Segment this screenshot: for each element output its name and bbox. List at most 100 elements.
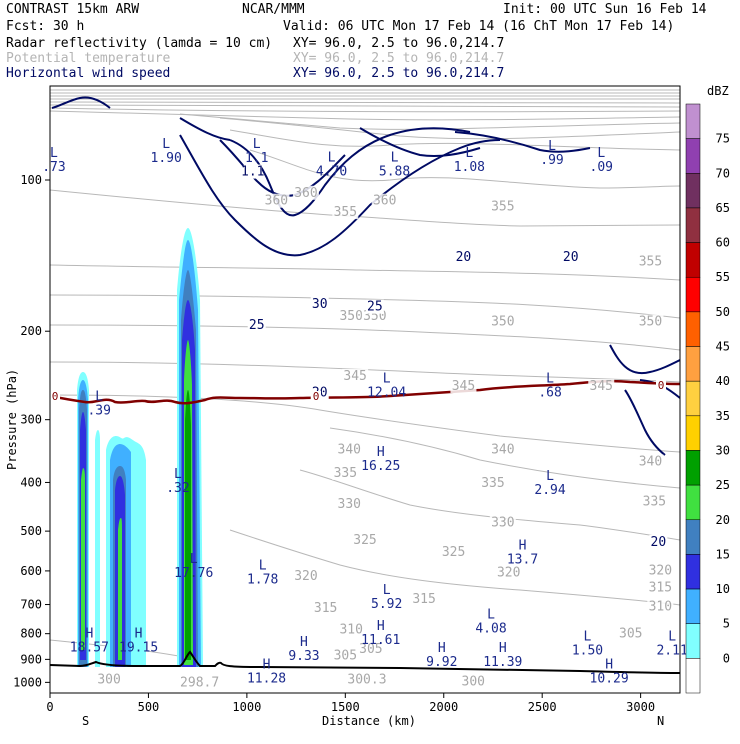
extremum-value: 5.88 xyxy=(379,165,410,180)
extremum-value: .68 xyxy=(538,386,561,401)
theta-label-bg xyxy=(332,648,359,663)
wind-speed-label: 20 xyxy=(563,250,579,265)
theta-label-bg xyxy=(332,465,359,480)
theta-label: 325 xyxy=(442,545,465,560)
colorbar-swatch xyxy=(685,103,701,139)
y-tick-label: 1000 xyxy=(13,675,42,689)
theta-label: 315 xyxy=(649,581,672,596)
theta-label-bg xyxy=(336,442,363,457)
theta-label: 360 xyxy=(265,194,288,209)
colorbar-title: dBZ xyxy=(707,84,729,98)
colorbar-swatch xyxy=(685,588,701,624)
theta-label-bg xyxy=(637,254,664,269)
theta-label: 320 xyxy=(497,565,520,580)
colorbar-label: 30 xyxy=(716,443,730,457)
y-axis: 100 200 300 400 500 600 700 800 900 1000 xyxy=(13,173,50,689)
theta-label: 298.7 xyxy=(180,676,219,691)
end-label-south: S xyxy=(82,714,89,728)
colorbar-swatch xyxy=(685,346,701,382)
colorbar-swatch xyxy=(685,380,701,417)
theta-label: 300.3 xyxy=(347,672,386,687)
x-axis-label: Distance (km) xyxy=(322,714,416,728)
extremum: L5.92 xyxy=(371,583,402,612)
colorbar-swatch xyxy=(685,207,701,243)
theta-label-bg xyxy=(411,591,438,606)
extremum-value: 4.70 xyxy=(316,165,347,180)
extremum: H11.39 xyxy=(483,641,522,670)
y-tick-label: 200 xyxy=(20,324,42,338)
extremum-kind: H xyxy=(300,635,308,650)
colorbar-swatch xyxy=(685,242,701,278)
y-tick-label: 900 xyxy=(20,652,42,666)
extremum: L.09 xyxy=(590,146,613,175)
extremum-kind: L xyxy=(584,629,592,644)
colorbar-label: 70 xyxy=(716,166,730,180)
theta-label: 315 xyxy=(314,601,337,616)
extremum-value: 1.90 xyxy=(151,151,182,166)
theta-label: 355 xyxy=(639,255,662,270)
theta-label-bg xyxy=(617,626,644,641)
extremum: L.39 xyxy=(87,390,110,419)
theta-label: 355 xyxy=(491,199,514,214)
wind-label-bg xyxy=(454,250,473,265)
extremum-value: .32 xyxy=(166,481,189,496)
wind-speed-labels: 1.130252520202020 xyxy=(241,164,668,550)
extremum: H10.29 xyxy=(590,657,629,686)
colorbar-label: 10 xyxy=(716,582,730,596)
header-model-title: CONTRAST 15km ARW xyxy=(6,2,139,17)
theta-label: 305 xyxy=(334,648,357,663)
colorbar-label: 15 xyxy=(716,547,730,561)
header-forecast-hour: Fcst: 30 h xyxy=(6,19,84,34)
field-theta-xy: XY= 96.0, 2.5 to 96.0,214.7 xyxy=(293,51,504,66)
extremum-kind: L xyxy=(253,137,261,152)
extremum-value: 2.11 xyxy=(656,643,687,658)
y-tick-label: 500 xyxy=(20,524,42,538)
extremum-kind: L xyxy=(597,146,605,161)
extremum: L.99 xyxy=(540,139,563,168)
x-tick-label: 2000 xyxy=(429,700,458,714)
colorbar-label: 25 xyxy=(716,478,730,492)
wind-contours xyxy=(51,96,680,456)
colorbar-swatch xyxy=(685,311,701,347)
extremum: L.68 xyxy=(538,372,561,401)
extremum-value: 18.57 xyxy=(70,640,109,655)
field-reflectivity-name: Radar reflectivity (lamda = 10 cm) xyxy=(6,36,272,51)
theta-label-bg xyxy=(292,568,319,583)
extremum-value: 2.94 xyxy=(534,483,565,498)
field-wind-name: Horizontal wind speed xyxy=(6,66,170,81)
extremum-kind: H xyxy=(377,619,385,634)
wind-label-bg xyxy=(365,299,384,314)
extremum: H11.61 xyxy=(361,619,400,648)
y-tick-label: 300 xyxy=(20,413,42,427)
extremum-value: 11.39 xyxy=(483,655,522,670)
theta-label-bg xyxy=(312,601,339,616)
theta-label-bg xyxy=(637,314,664,329)
wind-label-bg xyxy=(310,297,329,312)
theta-label-bg xyxy=(641,494,668,509)
x-tick-label: 1500 xyxy=(331,700,360,714)
extremum-kind: L xyxy=(383,583,391,598)
theta-label: 360 xyxy=(373,194,396,209)
zero-label: 0 xyxy=(658,379,665,392)
extremum-kind: L xyxy=(546,372,554,387)
theta-label-bg xyxy=(263,193,290,208)
theta-label: 335 xyxy=(334,466,357,481)
y-tick-label: 400 xyxy=(20,475,42,489)
extremum-value: 9.92 xyxy=(426,655,457,670)
x-tick-label: 1000 xyxy=(232,700,261,714)
extremum-value: 1.78 xyxy=(247,572,278,587)
theta-label-bg xyxy=(186,675,213,690)
theta-label-bg xyxy=(357,642,384,657)
theta-label-bg xyxy=(332,205,359,220)
theta-label-bg xyxy=(336,497,363,512)
colorbar-label: 55 xyxy=(716,270,730,284)
header: CONTRAST 15km ARW NCAR/MMM Init: 00 UTC … xyxy=(6,2,707,81)
zero-label: 0 xyxy=(52,390,59,403)
extremum-value: .09 xyxy=(590,160,613,175)
wind-label-bg xyxy=(561,250,580,265)
extremum-kind: L xyxy=(465,146,473,161)
y-axis-label: Pressure (hPa) xyxy=(5,369,19,470)
extremum-kind: L xyxy=(95,390,103,405)
x-tick-label: 2500 xyxy=(528,700,557,714)
